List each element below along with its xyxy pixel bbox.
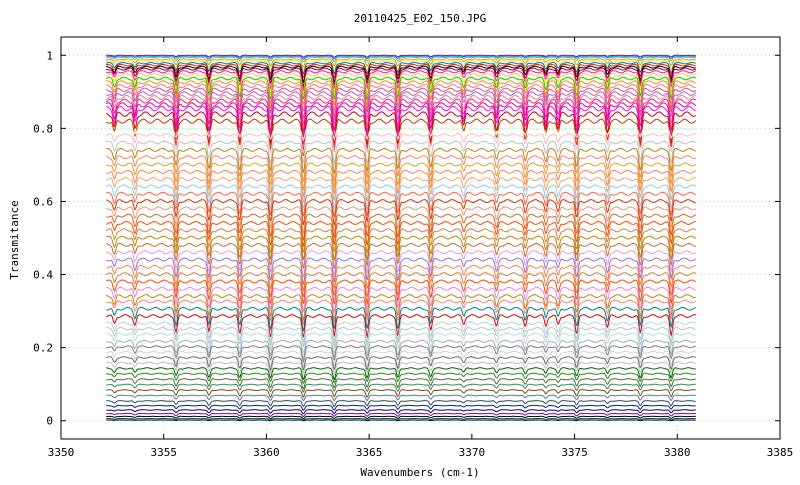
spectrum-series-line — [106, 367, 696, 381]
spectrum-series-line — [106, 404, 696, 411]
spectrum-series-line — [105, 102, 697, 139]
x-tick-label: 3360 — [253, 446, 280, 459]
spectrum-series-line — [105, 118, 697, 156]
spectrum-series-line — [106, 409, 696, 415]
spectrum-series-line — [105, 339, 697, 361]
spectrum-series-line — [105, 87, 697, 119]
spectrum-series-line — [106, 412, 696, 418]
spectrum-series-line — [106, 54, 696, 58]
spectrum-series-line — [105, 76, 697, 102]
spectrum-series-line — [105, 228, 697, 254]
spectrum-series-line — [106, 94, 696, 129]
spectrum-series-line — [105, 299, 697, 325]
spectrum-series-line — [106, 72, 696, 96]
y-tick-label: 0.4 — [33, 269, 53, 282]
spectrum-series-line — [105, 206, 697, 234]
x-tick-label: 3355 — [150, 446, 177, 459]
spectrum-series-line — [106, 286, 696, 313]
spectrum-series-line — [106, 56, 696, 63]
spectrum-series-line — [106, 55, 696, 60]
y-tick-label: 1 — [46, 49, 53, 62]
series-layer — [105, 54, 697, 422]
spectrum-series-line — [106, 63, 696, 79]
x-tick-label: 3370 — [459, 446, 486, 459]
y-tick-label: 0.6 — [33, 195, 53, 208]
axes-layer — [60, 36, 781, 440]
spectrum-series-line — [105, 279, 697, 306]
y-tick-label: 0 — [46, 415, 53, 428]
plot-frame — [60, 36, 781, 440]
spectrum-series-line — [106, 199, 696, 227]
spectrum-series-line — [105, 321, 697, 344]
spectrum-series-line — [105, 294, 696, 322]
spectrum-series-line — [106, 83, 696, 112]
spectrum-series-line — [106, 372, 696, 385]
x-tick-label: 3385 — [767, 446, 794, 459]
spectrum-series-line — [106, 60, 696, 72]
spectrum-series-line — [105, 98, 697, 133]
x-tick-label: 3380 — [664, 446, 691, 459]
spectrum-series-line — [106, 191, 697, 218]
spectrum-series-line — [106, 418, 696, 421]
spectrum-series-line — [106, 419, 696, 422]
x-tick-label: 3365 — [356, 446, 383, 459]
spectrum-series-line — [105, 272, 697, 298]
spectrum-series-line — [105, 162, 697, 190]
spectrum-series-line — [106, 389, 696, 398]
spectrum-series-line — [106, 345, 696, 364]
spectrum-series-line — [105, 111, 697, 152]
spectrum-series-line — [106, 400, 696, 408]
spectrum-series-line — [106, 70, 696, 91]
spectrum-series-line — [106, 394, 696, 402]
spectrum-series-line — [105, 257, 697, 285]
y-tick-label: 0.2 — [33, 342, 53, 355]
spectrum-series-line — [106, 332, 696, 355]
spectrum-series-line — [106, 80, 697, 106]
spectrum-series-line — [106, 213, 697, 241]
ticks-layer: 3350 3355 3360 3365 3370 3375 3380 3385 0 0.2 0.4 0… — [33, 37, 793, 459]
spectrum-series-line — [106, 306, 696, 332]
spectrum-series-line — [106, 127, 696, 142]
spectrum-series-line — [106, 65, 696, 84]
spectrum-series-line — [105, 177, 696, 203]
y-tick-label: 0.8 — [33, 122, 53, 135]
spectrum-series-line — [105, 155, 696, 183]
spectrum-series-line — [106, 415, 696, 420]
spectrum-series-line — [106, 264, 696, 292]
spectrum-series-line — [106, 58, 696, 68]
spectrum-series-line — [106, 350, 696, 369]
spectrum-series-line — [106, 62, 696, 75]
chart-title: 20110425_E02_150.JPG — [354, 12, 486, 25]
spectrum-series-line — [106, 133, 696, 155]
x-tick-label: 3375 — [561, 446, 588, 459]
spectrum-series-line — [106, 67, 696, 89]
spectrum-series-line — [105, 140, 697, 165]
spectrum-series-line — [105, 91, 697, 125]
spectrum-series-line — [106, 383, 696, 393]
spectrum-series-line — [106, 378, 696, 390]
x-tick-label: 3350 — [48, 446, 75, 459]
spectrum-series-line — [106, 169, 696, 197]
spectrum-series-line — [106, 326, 696, 349]
spectrum-series-line — [106, 105, 696, 146]
y-axis-label: Transmitance — [8, 200, 21, 279]
spectrum-series-line — [106, 242, 696, 269]
spectrum-series-line — [105, 250, 697, 278]
x-axis-label: Wavenumbers (cm-1) — [360, 466, 479, 479]
spectrum-series-line — [105, 184, 697, 210]
spectrum-series-line — [106, 235, 697, 262]
spectrum-series-line — [106, 356, 696, 372]
spectrum-series-line — [106, 147, 696, 174]
spectrum-series-line — [106, 361, 696, 375]
spectrum-series-line — [105, 314, 696, 339]
spectrum-series-line — [106, 221, 696, 247]
